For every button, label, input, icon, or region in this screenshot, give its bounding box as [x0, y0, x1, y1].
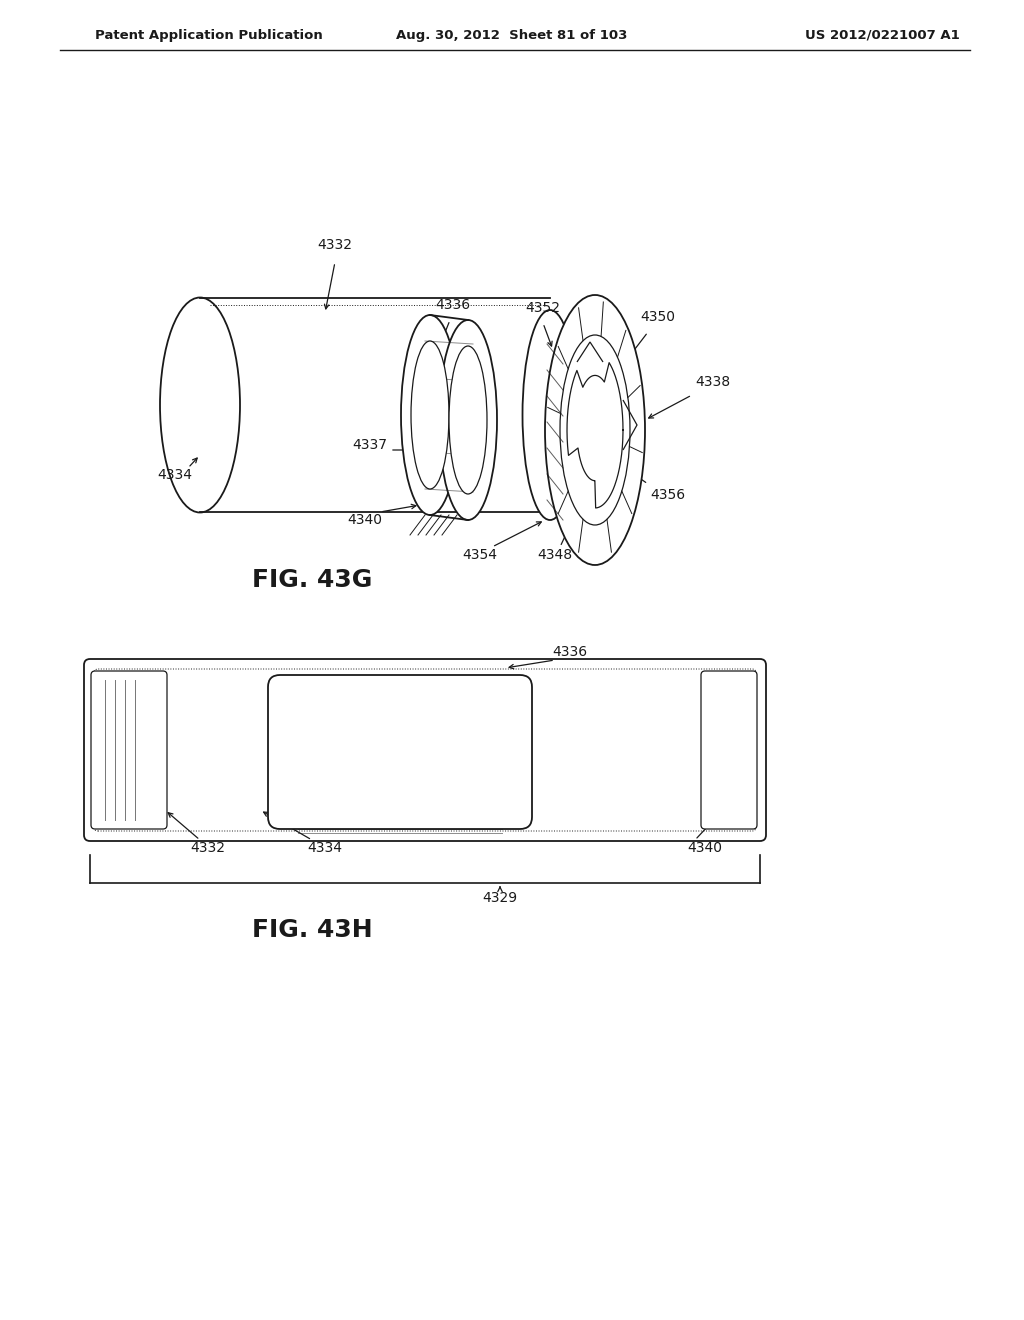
FancyBboxPatch shape	[84, 659, 766, 841]
Text: 4340: 4340	[687, 841, 722, 855]
FancyBboxPatch shape	[278, 680, 522, 824]
FancyBboxPatch shape	[273, 677, 527, 826]
Ellipse shape	[160, 297, 240, 512]
Text: 4334: 4334	[158, 469, 193, 482]
Text: 4354: 4354	[463, 548, 498, 562]
Text: 4340: 4340	[347, 513, 383, 527]
Ellipse shape	[401, 315, 459, 515]
Text: 4356: 4356	[650, 488, 685, 502]
Text: Patent Application Publication: Patent Application Publication	[95, 29, 323, 41]
Ellipse shape	[449, 346, 487, 494]
Ellipse shape	[439, 319, 497, 520]
FancyBboxPatch shape	[91, 671, 167, 829]
Ellipse shape	[522, 310, 578, 520]
Text: 4334: 4334	[307, 841, 342, 855]
FancyBboxPatch shape	[94, 669, 756, 832]
Text: 4336: 4336	[552, 645, 588, 659]
Text: Aug. 30, 2012  Sheet 81 of 103: Aug. 30, 2012 Sheet 81 of 103	[396, 29, 628, 41]
Ellipse shape	[545, 294, 645, 565]
Text: 4352: 4352	[525, 301, 560, 315]
Text: 4336: 4336	[435, 298, 471, 312]
Ellipse shape	[411, 341, 449, 488]
Text: 4338: 4338	[695, 375, 730, 389]
Text: FIG. 43H: FIG. 43H	[252, 917, 373, 942]
Text: FIG. 43G: FIG. 43G	[252, 568, 372, 591]
Text: 4350: 4350	[640, 310, 676, 323]
Text: 4332: 4332	[190, 841, 225, 855]
Text: 4332: 4332	[317, 238, 352, 252]
FancyBboxPatch shape	[268, 675, 532, 829]
FancyBboxPatch shape	[701, 671, 757, 829]
Ellipse shape	[560, 335, 630, 525]
Text: US 2012/0221007 A1: US 2012/0221007 A1	[805, 29, 961, 41]
Text: 4329: 4329	[482, 891, 517, 906]
Text: 4348: 4348	[538, 548, 572, 562]
Text: 4337: 4337	[352, 438, 387, 451]
